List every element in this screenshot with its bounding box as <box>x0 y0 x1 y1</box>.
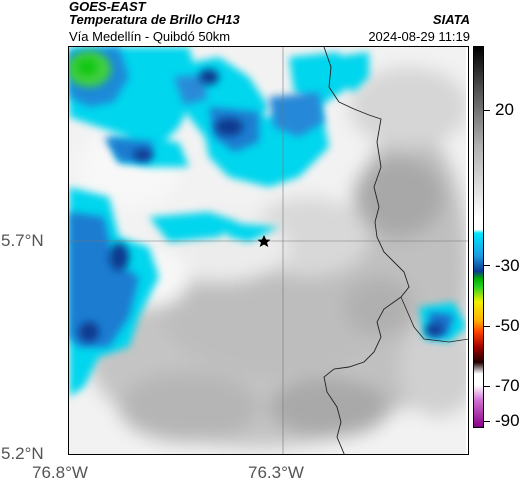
colorbar-label-minus30: -30 <box>495 256 520 275</box>
title-region: Vía Medellín - Quibdó 50km <box>69 29 231 44</box>
lon-label-76.3: 76.3°W <box>248 463 304 482</box>
title-satellite: GOES-EAST <box>69 0 146 14</box>
colorbar-label-minus90: -90 <box>495 411 520 430</box>
colorbar-tick-20 <box>484 110 490 111</box>
deep-convection-core <box>69 51 111 87</box>
colorbar-label-20: 20 <box>495 100 514 119</box>
title-product: Temperatura de Brillo CH13 <box>69 12 240 27</box>
colorbar-tick-minus50 <box>484 326 490 327</box>
department-boundary <box>323 47 410 454</box>
lon-label-76.8: 76.8°W <box>32 463 88 482</box>
timestamp-label: 2024-08-29 11:19 <box>368 29 470 44</box>
colorbar-label-minus50: -50 <box>495 316 520 335</box>
colorbar-tick-minus70 <box>484 386 490 387</box>
map-canvas <box>69 47 468 454</box>
map-edge <box>466 47 468 454</box>
lat-label-5.2: 5.2°N <box>1 444 44 463</box>
coldest-pixels <box>79 69 443 342</box>
gray-cloud-field <box>79 67 468 447</box>
colorbar-tick-minus30 <box>484 265 490 266</box>
lat-label-5.7: 5.7°N <box>1 231 44 250</box>
colorbar-tick-minus90 <box>484 421 490 422</box>
star-icon[interactable] <box>257 235 271 247</box>
temperature-colorbar <box>473 46 484 428</box>
boundary-branch <box>400 296 468 343</box>
organization-label: SIATA <box>432 12 470 27</box>
colorbar-label-minus70: -70 <box>495 376 520 395</box>
satellite-map[interactable] <box>68 46 469 455</box>
